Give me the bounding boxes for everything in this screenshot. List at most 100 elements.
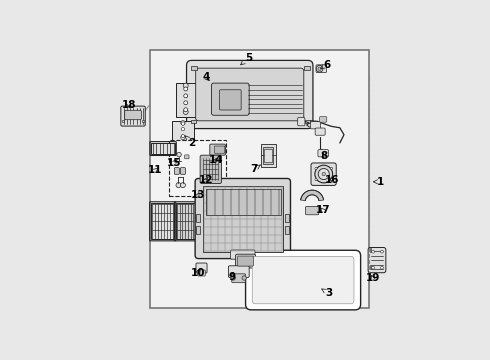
- Bar: [170, 140, 226, 195]
- FancyBboxPatch shape: [195, 179, 291, 258]
- Circle shape: [180, 183, 185, 188]
- Circle shape: [330, 179, 333, 181]
- FancyBboxPatch shape: [121, 106, 145, 126]
- FancyBboxPatch shape: [228, 266, 249, 278]
- Text: 2: 2: [185, 136, 196, 148]
- Circle shape: [184, 94, 188, 98]
- FancyBboxPatch shape: [214, 146, 225, 153]
- FancyBboxPatch shape: [311, 163, 336, 185]
- Bar: [191, 120, 196, 123]
- Bar: [285, 226, 289, 234]
- Text: 7: 7: [250, 164, 261, 174]
- Text: 13: 13: [191, 190, 205, 200]
- FancyBboxPatch shape: [316, 65, 326, 73]
- FancyBboxPatch shape: [311, 122, 320, 129]
- Circle shape: [231, 276, 235, 280]
- Circle shape: [315, 165, 333, 183]
- Bar: [265, 149, 272, 162]
- Circle shape: [181, 135, 185, 140]
- Text: 15: 15: [167, 158, 181, 168]
- FancyBboxPatch shape: [196, 68, 304, 121]
- FancyBboxPatch shape: [298, 117, 305, 126]
- Circle shape: [242, 276, 246, 280]
- Bar: [305, 120, 310, 123]
- Bar: [122, 120, 124, 122]
- Text: 1: 1: [373, 177, 385, 187]
- Circle shape: [330, 167, 333, 170]
- FancyBboxPatch shape: [318, 150, 328, 157]
- FancyBboxPatch shape: [232, 274, 245, 283]
- Circle shape: [183, 83, 188, 88]
- Text: 17: 17: [316, 205, 330, 215]
- Text: 14: 14: [208, 155, 223, 165]
- FancyBboxPatch shape: [196, 263, 207, 273]
- Bar: [176, 203, 195, 239]
- Circle shape: [315, 167, 317, 170]
- FancyBboxPatch shape: [368, 247, 386, 273]
- Bar: [191, 66, 197, 69]
- Bar: [196, 226, 200, 234]
- Text: 6: 6: [320, 60, 330, 70]
- FancyBboxPatch shape: [125, 110, 141, 120]
- FancyBboxPatch shape: [252, 256, 354, 304]
- Circle shape: [381, 266, 383, 269]
- FancyBboxPatch shape: [174, 168, 179, 174]
- Circle shape: [381, 250, 383, 253]
- Polygon shape: [300, 190, 323, 201]
- Circle shape: [184, 87, 188, 91]
- Bar: [176, 84, 196, 117]
- Circle shape: [318, 67, 321, 70]
- Circle shape: [372, 266, 374, 269]
- Circle shape: [181, 127, 185, 131]
- Circle shape: [181, 122, 185, 125]
- FancyBboxPatch shape: [197, 270, 205, 276]
- Bar: [304, 66, 310, 69]
- FancyBboxPatch shape: [185, 155, 189, 159]
- FancyBboxPatch shape: [210, 144, 225, 155]
- Bar: [203, 186, 283, 252]
- Bar: [196, 214, 200, 222]
- FancyBboxPatch shape: [212, 83, 249, 115]
- Text: 12: 12: [199, 175, 214, 185]
- Text: 18: 18: [122, 100, 136, 110]
- FancyBboxPatch shape: [315, 128, 325, 135]
- Text: 4: 4: [202, 72, 210, 82]
- FancyBboxPatch shape: [245, 250, 361, 310]
- FancyBboxPatch shape: [220, 90, 241, 110]
- Circle shape: [177, 152, 181, 157]
- Bar: [142, 120, 145, 122]
- Circle shape: [322, 172, 325, 176]
- Text: 11: 11: [148, 165, 163, 175]
- Circle shape: [315, 179, 317, 181]
- Circle shape: [184, 108, 188, 112]
- FancyBboxPatch shape: [200, 155, 221, 184]
- Text: 9: 9: [228, 271, 235, 282]
- Circle shape: [316, 66, 323, 72]
- Bar: [151, 203, 174, 239]
- FancyBboxPatch shape: [187, 60, 313, 129]
- FancyBboxPatch shape: [319, 117, 327, 122]
- FancyBboxPatch shape: [305, 207, 319, 215]
- Bar: [370, 248, 371, 252]
- Bar: [206, 189, 280, 215]
- Text: 19: 19: [366, 273, 380, 283]
- Bar: [150, 50, 369, 308]
- Bar: [172, 121, 195, 141]
- Text: 3: 3: [322, 288, 332, 298]
- Circle shape: [181, 121, 185, 125]
- Bar: [151, 143, 175, 154]
- Text: 5: 5: [241, 53, 252, 65]
- FancyBboxPatch shape: [180, 168, 185, 174]
- Bar: [370, 265, 371, 269]
- Circle shape: [184, 101, 188, 105]
- Circle shape: [318, 168, 329, 180]
- Text: 8: 8: [320, 151, 327, 161]
- Circle shape: [183, 109, 188, 114]
- Circle shape: [176, 183, 181, 188]
- Circle shape: [181, 134, 185, 138]
- Bar: [263, 147, 273, 164]
- FancyBboxPatch shape: [236, 254, 256, 268]
- Text: 10: 10: [191, 268, 205, 278]
- Text: 16: 16: [325, 175, 339, 185]
- FancyBboxPatch shape: [238, 256, 254, 266]
